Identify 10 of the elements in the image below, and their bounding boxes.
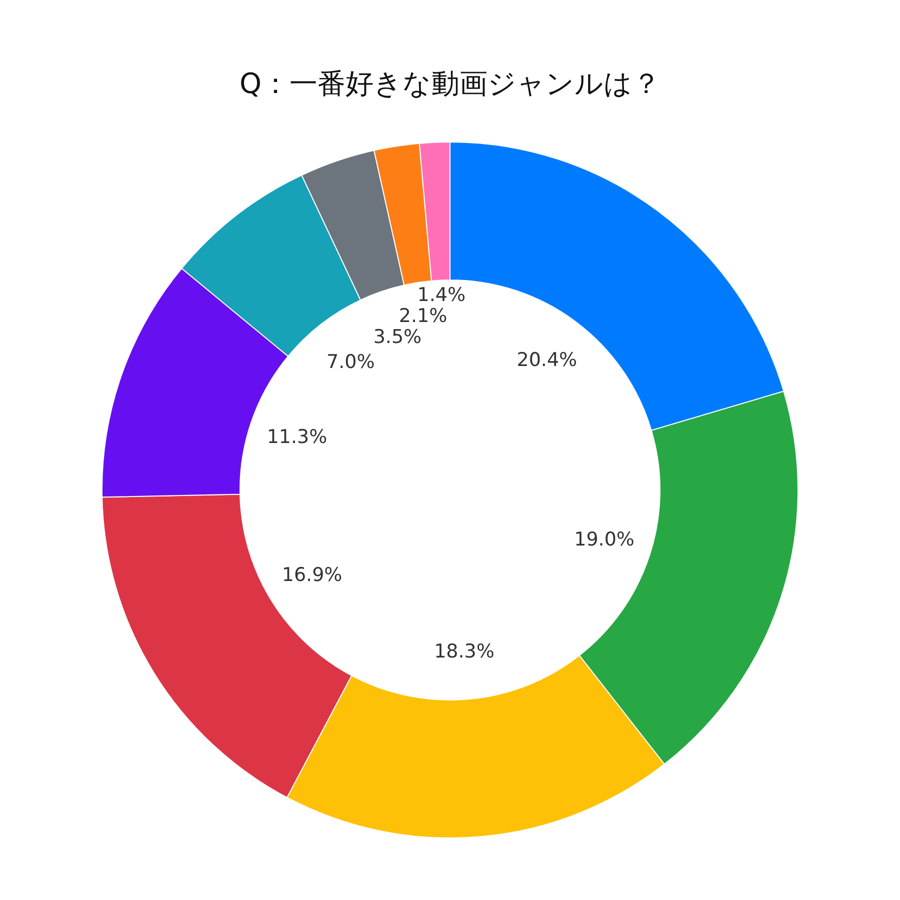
data-label: 19.0% bbox=[574, 528, 634, 550]
data-label: 16.9% bbox=[282, 564, 342, 586]
data-label: 7.0% bbox=[326, 351, 375, 374]
data-label: 20.4% bbox=[516, 349, 578, 372]
data-label: 11.3% bbox=[266, 426, 328, 448]
data-label: 1.4% bbox=[417, 284, 466, 306]
chart-title: Q：一番好きな動画ジャンルは？ bbox=[239, 67, 661, 100]
data-label: 3.5% bbox=[373, 326, 422, 348]
data-label: 18.3% bbox=[434, 640, 494, 662]
data-label: 2.1% bbox=[398, 305, 448, 328]
